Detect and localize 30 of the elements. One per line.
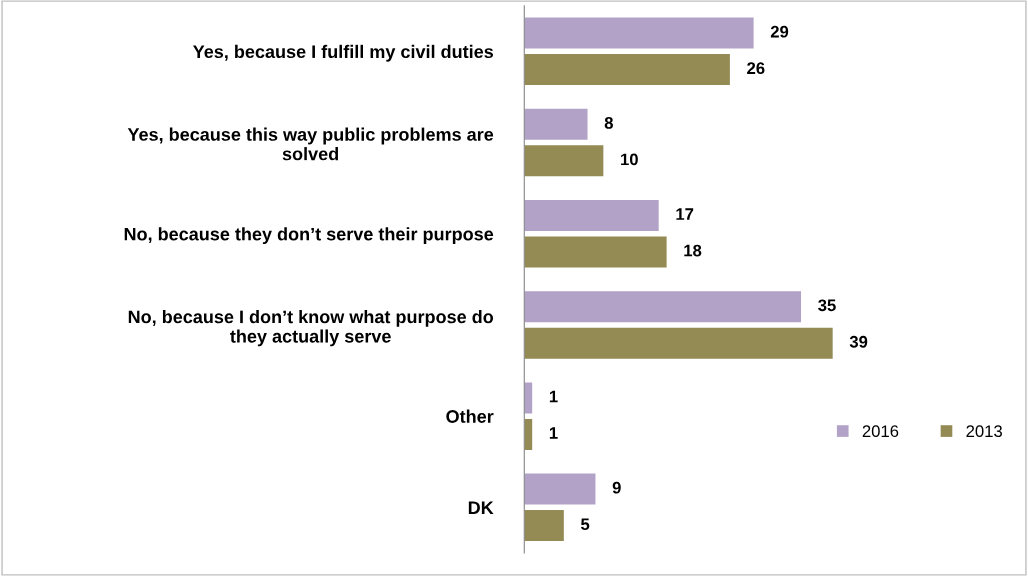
data-label: 1 <box>549 427 558 439</box>
data-label: 35 <box>818 299 836 312</box>
y-tick-label: Yes, because this way public problems are solved <box>127 127 494 161</box>
bar <box>524 473 596 505</box>
data-label: 39 <box>849 335 868 348</box>
data-label: 10 <box>621 153 638 166</box>
bar <box>524 327 833 359</box>
bar <box>524 54 730 86</box>
bar <box>524 510 564 542</box>
data-label: 26 <box>747 62 765 75</box>
data-label: 5 <box>581 518 590 531</box>
y-tick-label: No, because they don’t serve their purpose <box>124 227 494 245</box>
data-label: 9 <box>612 481 621 494</box>
y-tick-label: No, because I don’t know what purpose do they actually serve <box>128 310 494 347</box>
y-tick-label: Yes, because I fulfill my civil duties <box>193 44 494 62</box>
bar <box>524 200 659 232</box>
data-label: 1 <box>549 390 558 403</box>
data-label: 29 <box>770 25 789 38</box>
bar <box>524 108 588 140</box>
data-label: 18 <box>684 244 702 257</box>
data-label: 17 <box>676 208 694 220</box>
bar <box>524 291 802 323</box>
legend-label: 2016 <box>862 425 899 438</box>
bar <box>524 17 754 49</box>
bar <box>524 145 604 177</box>
data-label: 8 <box>604 116 613 129</box>
legend-label: 2013 <box>966 425 1002 438</box>
bar <box>524 236 667 268</box>
y-tick-label: Other <box>446 409 494 423</box>
y-tick-label: DK <box>468 501 494 514</box>
